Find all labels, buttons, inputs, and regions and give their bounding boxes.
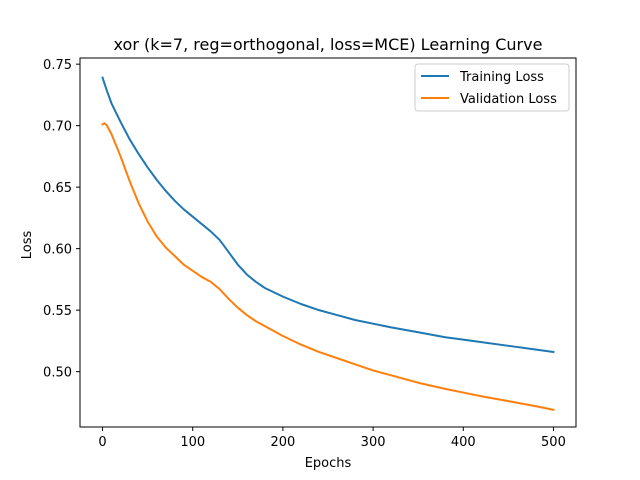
series-line-1 (101, 122, 555, 411)
x-axis-label: Epochs (305, 456, 352, 471)
legend-box (414, 63, 570, 112)
x-tick-label: 100 (180, 435, 205, 450)
axes-frame (79, 57, 577, 428)
legend-label-0: Training Loss (459, 70, 544, 85)
x-tick-label: 200 (270, 435, 295, 450)
x-tick-label: 500 (541, 435, 566, 450)
chart-title: xor (k=7, reg=orthogonal, loss=MCE) Lear… (114, 35, 543, 54)
y-tick-label: 0.50 (43, 366, 72, 381)
x-tick-label: 0 (98, 435, 106, 450)
y-axis-label: Loss (20, 231, 35, 260)
x-tick-label: 400 (451, 435, 476, 450)
x-tick-label: 300 (361, 435, 386, 450)
axes: 0 100 200 300 400 500 0.50 0.55 0.60 0.65 0.70 0.75 (43, 57, 577, 450)
legend-label-1: Validation Loss (460, 92, 557, 107)
plot-area (101, 76, 555, 411)
y-tick-label: 0.70 (43, 120, 72, 135)
series-line-0 (101, 76, 555, 354)
y-tick-label: 0.55 (43, 304, 72, 319)
y-tick-label: 0.60 (43, 243, 72, 258)
y-tick-label: 0.65 (43, 181, 72, 196)
legend: Training Loss Validation Loss (414, 63, 570, 112)
y-tick-label: 0.75 (43, 58, 72, 73)
